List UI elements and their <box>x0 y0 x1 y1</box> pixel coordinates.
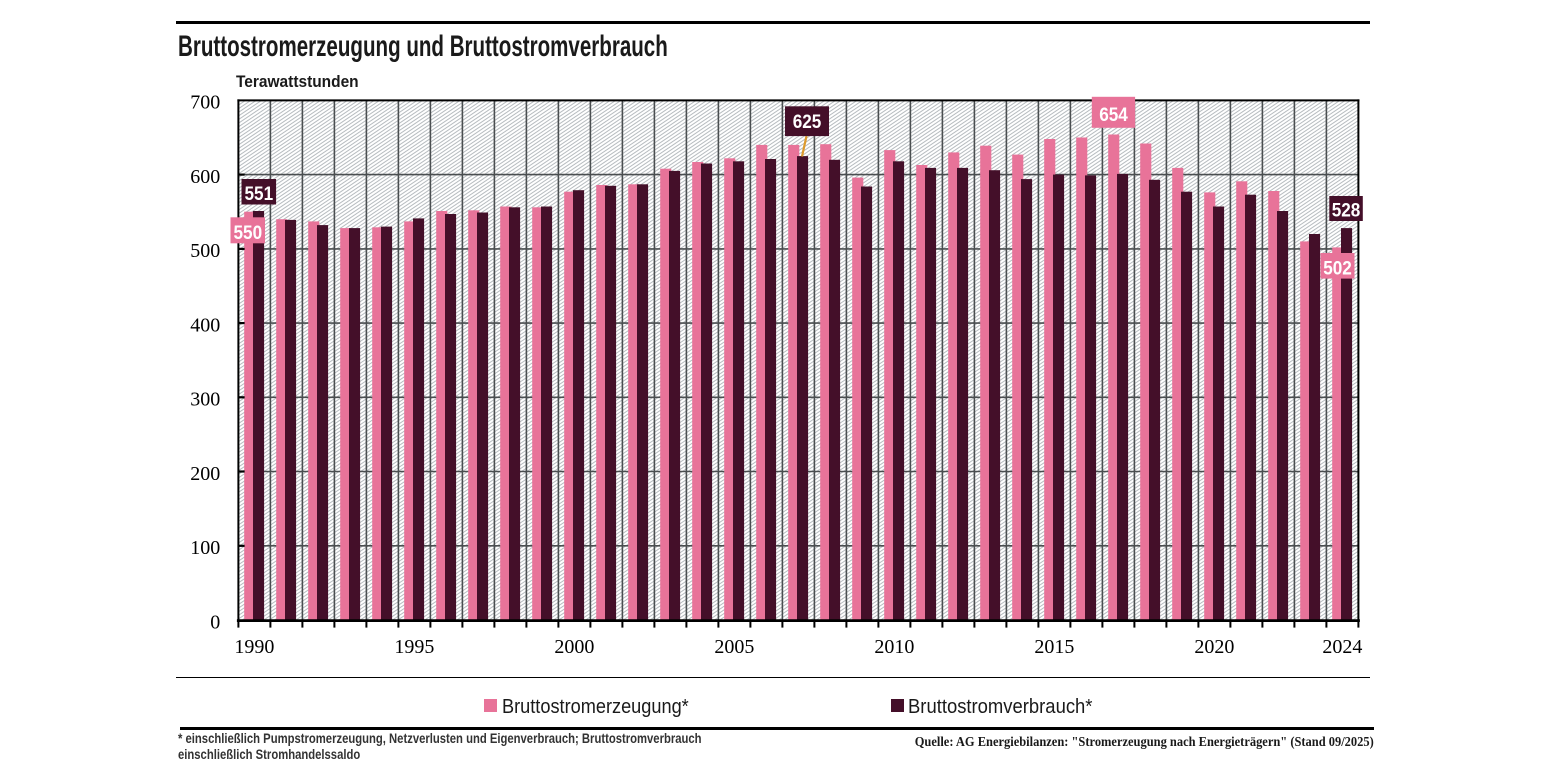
svg-text:625: 625 <box>793 112 822 133</box>
svg-text:2024: 2024 <box>1322 636 1362 658</box>
svg-text:502: 502 <box>1323 258 1352 279</box>
svg-text:2010: 2010 <box>874 636 914 658</box>
svg-text:654: 654 <box>1099 105 1128 126</box>
svg-text:2000: 2000 <box>554 636 594 658</box>
svg-text:2015: 2015 <box>1034 636 1074 658</box>
svg-text:0: 0 <box>210 611 220 633</box>
svg-text:528: 528 <box>1332 201 1361 222</box>
svg-text:200: 200 <box>190 463 220 485</box>
svg-text:550: 550 <box>234 223 263 244</box>
svg-text:700: 700 <box>190 92 220 114</box>
svg-text:1990: 1990 <box>234 636 274 658</box>
svg-text:400: 400 <box>190 314 220 336</box>
svg-text:500: 500 <box>190 240 220 262</box>
svg-text:2005: 2005 <box>714 636 754 658</box>
svg-text:1995: 1995 <box>394 636 434 658</box>
svg-text:100: 100 <box>190 537 220 559</box>
svg-text:600: 600 <box>190 166 220 188</box>
svg-text:551: 551 <box>245 184 274 205</box>
svg-text:300: 300 <box>190 389 220 411</box>
svg-text:2020: 2020 <box>1194 636 1234 658</box>
